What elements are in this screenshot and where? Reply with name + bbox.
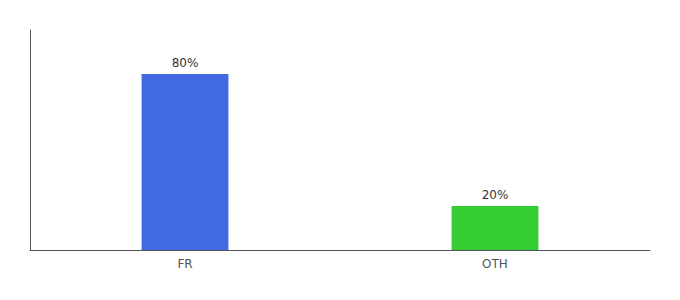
svg-text:20%: 20% — [482, 188, 509, 202]
svg-text:OTH: OTH — [482, 257, 508, 271]
svg-text:80%: 80% — [172, 56, 199, 70]
svg-text:FR: FR — [177, 257, 192, 271]
